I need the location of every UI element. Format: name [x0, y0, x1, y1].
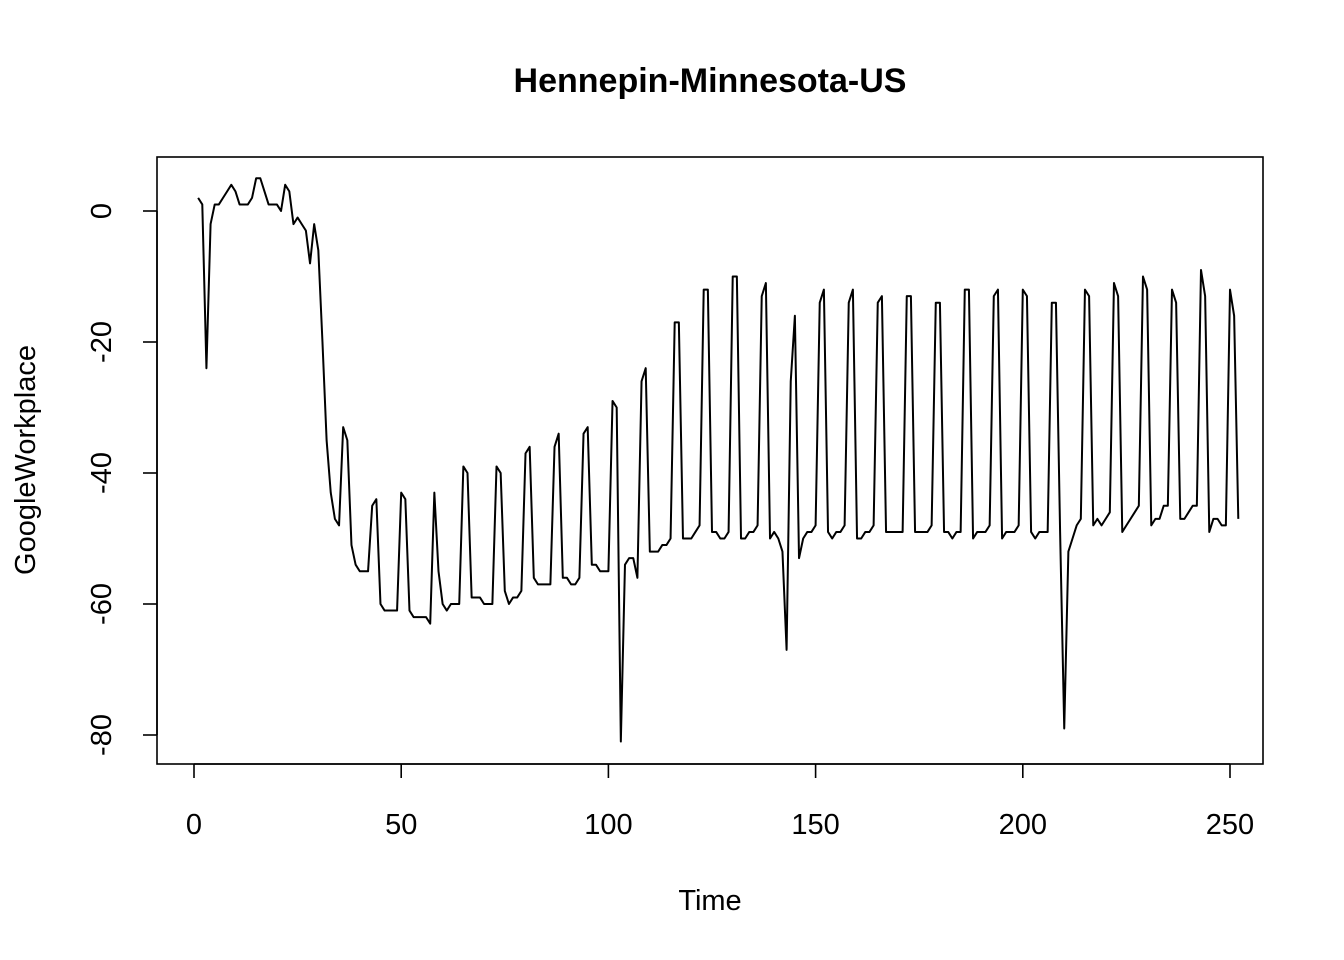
- y-tick-label: -20: [86, 321, 118, 363]
- x-tick-label: 100: [584, 809, 632, 841]
- y-axis-label: GoogleWorkplace: [10, 345, 42, 575]
- x-axis: 0 50 100 150 200 250: [186, 763, 1254, 841]
- x-tick-label: 0: [186, 809, 202, 841]
- y-axis: 0 -20 -40 -60 -80: [86, 203, 158, 756]
- x-tick-label: 200: [999, 809, 1047, 841]
- series-line: [197, 177, 1240, 743]
- series-layer: [197, 177, 1240, 743]
- y-tick-label: -60: [86, 583, 118, 625]
- x-tick-label: 250: [1206, 809, 1254, 841]
- y-tick-label: -40: [86, 452, 118, 494]
- chart-title: Hennepin-Minnesota-US: [514, 62, 907, 100]
- x-tick-label: 50: [385, 809, 417, 841]
- x-tick-label: 150: [791, 809, 839, 841]
- y-tick-label: 0: [86, 203, 118, 219]
- y-tick-label: -80: [86, 714, 118, 756]
- x-axis-label: Time: [678, 885, 741, 917]
